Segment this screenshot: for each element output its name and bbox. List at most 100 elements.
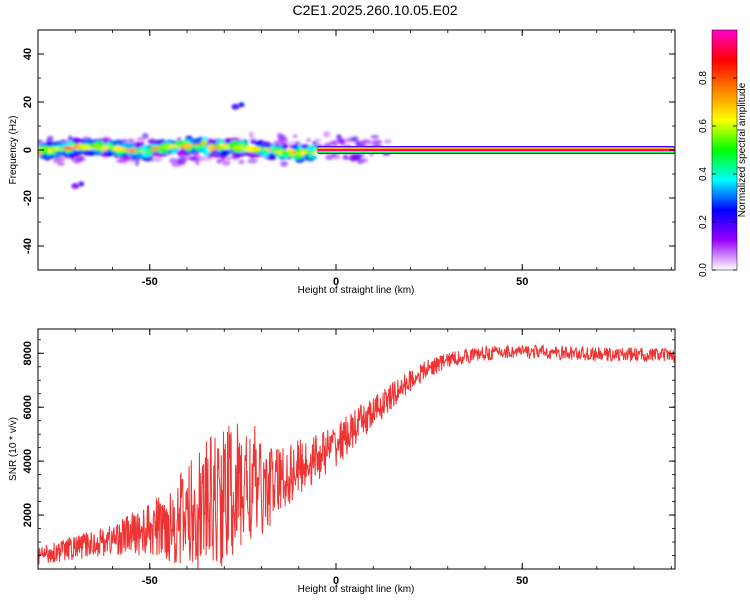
band-cell xyxy=(54,150,63,157)
spot xyxy=(78,181,85,187)
band-cell xyxy=(86,151,97,156)
colorbar-tick-label: 0.2 xyxy=(698,215,709,229)
band-cell xyxy=(241,140,246,145)
noise-cell xyxy=(279,137,289,142)
band-cell xyxy=(211,150,220,155)
band-cell xyxy=(96,146,102,151)
spectrogram-ytick-label: 20 xyxy=(22,96,34,108)
noise-cell xyxy=(384,139,392,144)
snr-frame xyxy=(37,328,676,570)
band-cell xyxy=(62,150,67,156)
spectrogram-xtick-label: -50 xyxy=(142,276,158,288)
noise-cell xyxy=(154,155,163,163)
noise-cell xyxy=(222,160,231,166)
snr-ytick-label: 6000 xyxy=(22,395,34,419)
colorbar-tick-label: 0.0 xyxy=(698,263,709,277)
noise-cell xyxy=(177,156,188,163)
band-cell xyxy=(41,154,49,160)
band-cell xyxy=(63,146,73,151)
band-cell xyxy=(268,155,277,160)
noise-cell xyxy=(216,158,222,164)
noise-cell xyxy=(136,137,145,141)
noise-cell xyxy=(351,136,359,142)
band-cell xyxy=(116,150,126,155)
noise-cell xyxy=(238,159,245,165)
band-cell xyxy=(233,148,243,153)
noise-cell xyxy=(250,158,259,163)
noise-cell xyxy=(339,139,346,146)
band-cell xyxy=(259,144,269,148)
snr-ytick-label: 2000 xyxy=(22,503,34,527)
noise-cell xyxy=(323,131,331,138)
band-cell xyxy=(161,147,169,154)
noise-cell xyxy=(367,140,377,146)
band-cell xyxy=(143,157,153,162)
spectrogram-ytick-label: -40 xyxy=(22,238,34,254)
colorbar-tick-label: 0.8 xyxy=(698,71,709,85)
band-cell xyxy=(220,149,230,156)
noise-cell xyxy=(360,140,367,144)
band-cell xyxy=(45,141,54,147)
band-cell xyxy=(129,149,137,154)
band-cell xyxy=(112,140,118,146)
snr-ytick-label: 4000 xyxy=(22,449,34,473)
noise-cell xyxy=(225,156,232,161)
noise-cell xyxy=(345,138,353,143)
band-cell xyxy=(207,153,215,158)
noise-cell xyxy=(356,158,365,165)
band-cell xyxy=(73,144,81,150)
snr-xtick-label: 50 xyxy=(516,575,528,587)
colorbar-tick-label: 0.4 xyxy=(698,167,709,181)
band-cell xyxy=(244,151,250,156)
noise-cell xyxy=(325,154,334,161)
band-cell xyxy=(229,143,235,150)
noise-cell xyxy=(57,162,65,166)
band-cell xyxy=(175,140,185,146)
noise-cell xyxy=(342,154,348,160)
band-cell xyxy=(211,139,217,145)
band-cell xyxy=(244,146,254,153)
spectrogram-xtick-label: 50 xyxy=(516,276,528,288)
line-core xyxy=(317,149,675,151)
band-cell xyxy=(94,150,101,156)
noise-cell xyxy=(314,138,322,143)
snr-xtick-label: 0 xyxy=(333,575,339,587)
band-cell xyxy=(175,150,185,156)
band-cell xyxy=(102,138,109,144)
noise-cell xyxy=(171,161,182,168)
band-cell xyxy=(184,143,192,149)
spot xyxy=(238,102,245,108)
snr-ylabel: SNR (10 * v/v) xyxy=(8,417,19,481)
band-cell xyxy=(239,151,245,158)
band-cell xyxy=(202,150,210,156)
band-cell xyxy=(105,152,114,157)
noise-cell xyxy=(47,135,54,141)
band-cell xyxy=(272,147,282,152)
band-cell xyxy=(261,152,269,157)
band-cell xyxy=(206,138,213,145)
band-cell xyxy=(253,154,261,158)
band-cell xyxy=(76,139,86,144)
band-cell xyxy=(135,143,143,148)
spectrogram-ylabel: Frequency (Hz) xyxy=(8,116,19,185)
band-cell xyxy=(289,145,295,149)
colorbar-tick-label: 0.6 xyxy=(698,119,709,133)
snr-xlabel: Height of straight line (km) xyxy=(298,584,415,595)
band-cell xyxy=(239,144,245,149)
spectrogram-ytick-label: 0 xyxy=(22,147,34,153)
band-cell xyxy=(157,152,163,157)
noise-cell xyxy=(277,132,282,137)
noise-cell xyxy=(335,134,342,138)
snr-ytick-label: 8000 xyxy=(22,341,34,365)
band-cell xyxy=(49,154,55,159)
noise-cell xyxy=(79,156,86,161)
noise-cell xyxy=(195,158,200,166)
band-cell xyxy=(294,148,302,154)
noise-cell xyxy=(142,133,149,139)
band-cell xyxy=(193,137,202,144)
noise-cell xyxy=(329,141,337,145)
noise-cell xyxy=(350,154,357,162)
band-cell xyxy=(141,152,150,157)
band-cell xyxy=(306,145,315,152)
